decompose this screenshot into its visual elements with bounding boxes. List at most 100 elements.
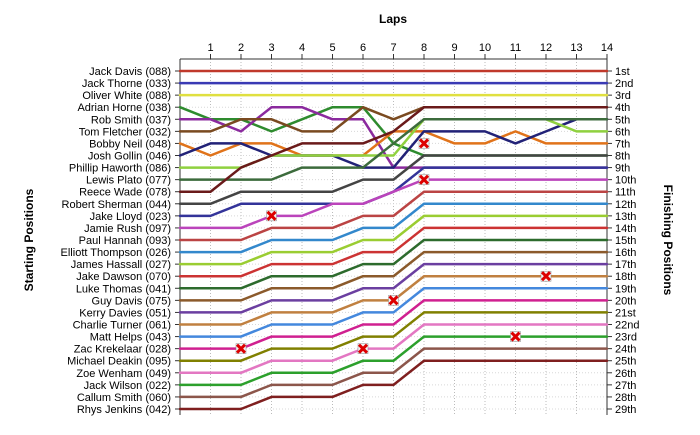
series-line xyxy=(178,347,609,399)
series-line xyxy=(178,190,609,242)
retirement-marker-stroke xyxy=(540,271,552,282)
series-line xyxy=(178,214,609,266)
series-line xyxy=(178,202,609,254)
retirement-marker xyxy=(418,138,430,149)
series-line xyxy=(178,262,609,314)
finish-position-label: 8th xyxy=(615,151,630,163)
series-line xyxy=(178,299,609,350)
retirement-marker-stroke xyxy=(266,210,277,221)
finish-position-label: 5th xyxy=(615,114,630,126)
finish-position-label: 24th xyxy=(615,344,636,356)
finish-position-label: 10th xyxy=(615,175,636,187)
start-position-label: Matt Helps (043) xyxy=(90,332,171,344)
retirement-marker-stroke xyxy=(357,343,369,354)
series-line xyxy=(178,359,609,411)
finish-position-label: 7th xyxy=(615,138,630,150)
start-position-label: Paul Hannah (093) xyxy=(79,235,171,247)
finish-position-label: 12th xyxy=(615,199,636,211)
x-tick-label: 3 xyxy=(268,42,274,54)
start-position-label: Zoe Wenham (049) xyxy=(76,368,171,380)
start-position-label: Guy Davis (075) xyxy=(92,295,171,307)
finish-position-label: 4th xyxy=(615,102,630,114)
start-position-label: Zac Krekelaar (028) xyxy=(74,344,171,356)
y-axis-title-right: Finishing Positions xyxy=(661,185,675,296)
start-position-label: Jake Dawson (070) xyxy=(76,271,171,283)
finish-position-label: 16th xyxy=(615,247,636,259)
start-position-label: Jake Lloyd (023) xyxy=(90,211,171,223)
finish-position-label: 28th xyxy=(615,392,636,404)
x-tick-label: 7 xyxy=(390,42,396,54)
retirement-marker xyxy=(235,343,247,354)
start-position-label: Bobby Neil (048) xyxy=(89,138,171,150)
start-position-label: Tom Fletcher (032) xyxy=(79,126,171,138)
x-tick-label: 13 xyxy=(570,42,582,54)
finish-position-label: 29th xyxy=(615,404,636,416)
finish-position-label: 14th xyxy=(615,223,636,235)
start-position-label: Michael Deakin (095) xyxy=(67,356,171,368)
x-tick-label: 9 xyxy=(451,42,457,54)
x-tick-label: 11 xyxy=(510,42,521,54)
x-tick-label: 4 xyxy=(299,42,305,54)
x-tick-label: 5 xyxy=(329,42,335,54)
retirement-marker xyxy=(540,270,552,282)
finish-position-label: 21st xyxy=(615,307,636,319)
x-tick-label: 10 xyxy=(479,42,491,54)
x-tick-label: 2 xyxy=(238,42,244,54)
start-position-label: Phillip Haworth (086) xyxy=(69,163,171,175)
start-position-label: Adrian Horne (038) xyxy=(77,102,171,114)
start-position-label: Reece Wade (078) xyxy=(79,187,171,199)
start-position-label: Elliott Thompson (026) xyxy=(61,247,171,259)
finish-position-label: 9th xyxy=(615,163,630,175)
start-position-label: James Hassall (027) xyxy=(71,259,171,271)
start-position-label: Robert Sherman (044) xyxy=(62,199,171,211)
y-axis-title-left: Starting Positions xyxy=(22,188,36,291)
start-position-label: Oliver White (088) xyxy=(82,90,171,102)
finish-position-label: 13th xyxy=(615,211,636,223)
series-line xyxy=(178,154,609,206)
series-line xyxy=(178,335,609,387)
start-position-label: Callum Smith (060) xyxy=(77,392,171,404)
finish-position-label: 11th xyxy=(615,187,636,199)
series-line xyxy=(178,311,609,362)
start-position-label: Rhys Jenkins (042) xyxy=(77,404,171,416)
start-position-label: Lewis Plato (077) xyxy=(86,175,171,187)
start-position-label: Josh Gollin (046) xyxy=(88,151,171,163)
x-tick-label: 8 xyxy=(421,42,427,54)
x-tick-label: 1 xyxy=(207,42,213,54)
x-tick-label: 12 xyxy=(540,42,552,54)
finish-position-label: 18th xyxy=(615,271,636,283)
start-position-label: Jack Thorne (033) xyxy=(82,78,171,90)
finishing-position-labels: 1st2nd3rd4th5th6th7th8th9th10th11th12th1… xyxy=(615,66,639,416)
retirement-marker xyxy=(357,343,369,354)
series-line xyxy=(178,118,609,181)
finish-position-label: 15th xyxy=(615,235,636,247)
x-axis-title: Laps xyxy=(379,12,407,26)
finish-position-label: 22nd xyxy=(615,320,639,332)
start-position-label: Jamie Rush (097) xyxy=(84,223,171,235)
retirement-markers xyxy=(235,138,552,354)
retirement-marker-stroke xyxy=(418,138,430,149)
series-line xyxy=(178,178,609,230)
retirement-marker-stroke xyxy=(510,331,521,342)
start-position-label: Rob Smith (037) xyxy=(91,114,171,126)
finish-position-label: 3rd xyxy=(615,90,631,102)
finish-position-label: 19th xyxy=(615,283,636,295)
start-position-label: Charlie Turner (061) xyxy=(73,320,171,332)
retirement-marker xyxy=(266,210,277,222)
finish-position-label: 26th xyxy=(615,368,636,380)
series-line xyxy=(178,287,609,338)
finish-position-label: 2nd xyxy=(615,78,633,90)
x-tick-label: 6 xyxy=(360,42,366,54)
start-position-label: Kerry Davies (051) xyxy=(79,307,171,319)
starting-position-labels: Jack Davis (088)Jack Thorne (033)Oliver … xyxy=(61,66,171,416)
finish-position-label: 25th xyxy=(615,356,636,368)
series-line xyxy=(178,105,609,193)
finish-position-label: 20th xyxy=(615,295,636,307)
retirement-marker xyxy=(510,331,521,342)
finish-position-label: 23rd xyxy=(615,332,637,344)
start-position-label: Luke Thomas (041) xyxy=(76,283,171,295)
retirement-marker-stroke xyxy=(235,343,247,354)
series-lines xyxy=(178,69,609,411)
x-tick-label: 14 xyxy=(601,42,613,54)
